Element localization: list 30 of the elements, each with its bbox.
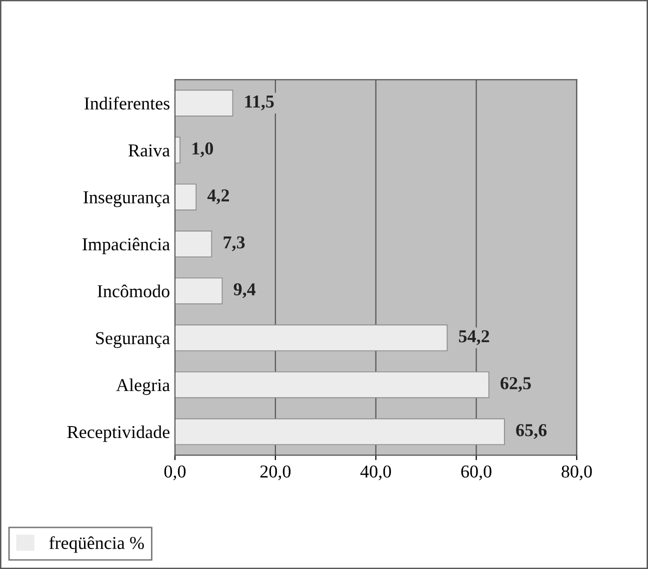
y-tick-label: Indiferentes: [84, 96, 170, 110]
y-tick-label: Raiva: [128, 144, 170, 157]
bar: [174, 230, 212, 258]
text: 9,4: [234, 283, 256, 298]
text: 65,6: [516, 424, 547, 439]
text: 4,2: [207, 189, 229, 204]
bar: [174, 418, 505, 446]
y-tick-label: Incômodo: [98, 284, 170, 298]
legend-label: freqüência %: [49, 536, 144, 553]
bar: [174, 278, 223, 304]
text: 11,5: [245, 96, 274, 110]
x-tick-label: 20,0: [260, 465, 291, 480]
x-tick-label: 40,0: [360, 465, 391, 480]
bar: [174, 90, 234, 116]
text: 7,3: [224, 236, 245, 252]
x-tick-label: 80,0: [562, 465, 592, 480]
bar: [174, 136, 180, 164]
y-tick-label: Insegurança: [84, 191, 170, 208]
y-tick-label: Segurança: [96, 332, 170, 348]
bar: [174, 371, 490, 398]
bar: [174, 324, 448, 352]
x-tick-label: 0,0: [164, 465, 186, 480]
y-tick-label: Receptividade: [67, 425, 170, 442]
text: 1,0: [192, 142, 213, 158]
text: 54,2: [458, 330, 490, 345]
x-tick-label: 60,0: [461, 465, 492, 480]
bar: [174, 184, 196, 210]
text: 62,5: [500, 377, 531, 392]
y-tick-label: Alegria: [116, 378, 170, 395]
y-tick-label: Impaciência: [82, 238, 170, 254]
